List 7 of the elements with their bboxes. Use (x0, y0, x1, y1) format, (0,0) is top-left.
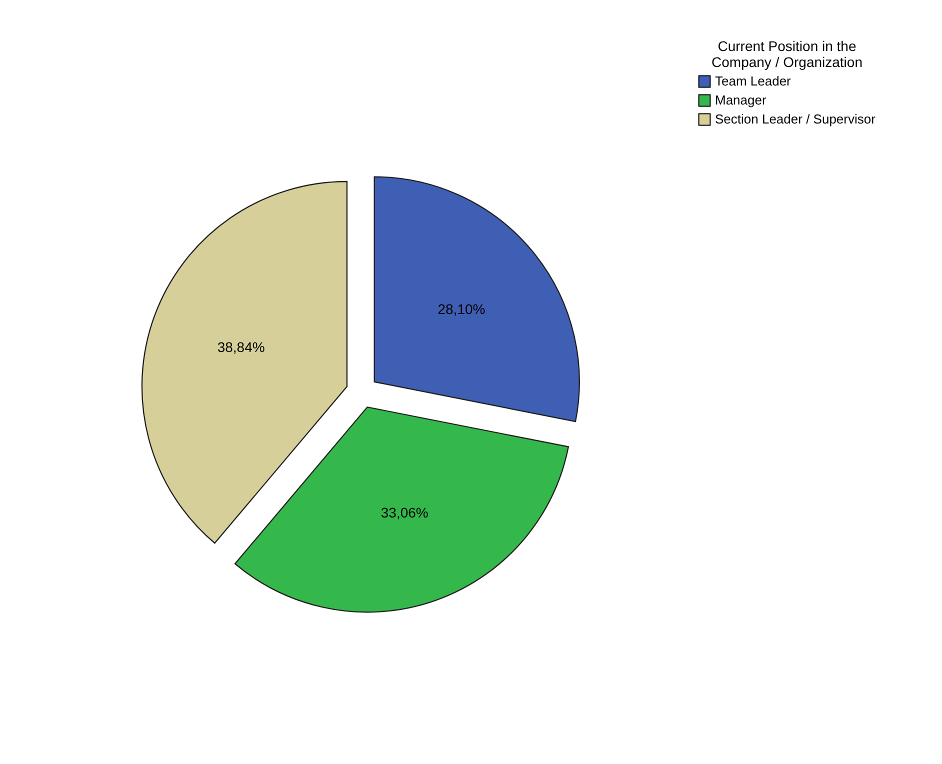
legend-label: Team Leader (715, 74, 792, 88)
data-label: 28,10% (438, 301, 486, 318)
legend-label: Section Leader / Supervisor (715, 112, 876, 126)
legend-label: Manager (715, 92, 767, 108)
data-label: 38,84% (217, 338, 265, 355)
legend-title: Current Position in the Company / Organization (712, 38, 862, 70)
data-label: 33,06% (380, 504, 428, 520)
